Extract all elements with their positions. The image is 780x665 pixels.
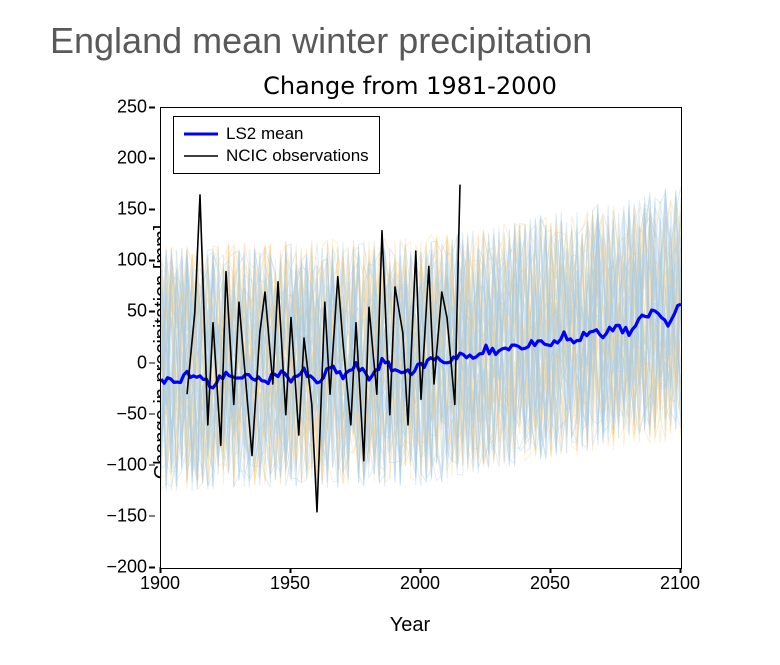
x-tick-label: 2000 <box>400 573 440 594</box>
x-tick-label: 2050 <box>530 573 570 594</box>
legend-label: NCIC observations <box>226 146 369 166</box>
page-title: England mean winter precipitation <box>50 20 760 62</box>
legend-entry: LS2 mean <box>184 123 369 145</box>
y-axis-ticks: −200−150−100−50050100150200250 <box>60 107 155 567</box>
y-tick-label: 100 <box>117 250 147 271</box>
y-tick-label: 150 <box>117 199 147 220</box>
y-tick-label: −100 <box>106 454 147 475</box>
y-tick-label: −50 <box>116 403 147 424</box>
legend-entry: NCIC observations <box>184 145 369 167</box>
x-tick-label: 1950 <box>270 573 310 594</box>
y-tick-label: −150 <box>106 505 147 526</box>
chart-title: Change from 1981-2000 <box>60 72 700 100</box>
y-tick-label: 200 <box>117 148 147 169</box>
precipitation-chart: Change from 1981-2000 Change in precipit… <box>60 72 700 632</box>
chart-legend: LS2 meanNCIC observations <box>173 116 380 174</box>
legend-label: LS2 mean <box>226 124 304 144</box>
x-axis-label: Year <box>60 614 700 637</box>
plot-area: LS2 meanNCIC observations <box>160 107 682 569</box>
x-tick-label: 1900 <box>140 573 180 594</box>
x-axis-ticks: 19001950200020502100 <box>160 567 680 597</box>
y-tick-label: 0 <box>137 352 147 373</box>
y-tick-label: 50 <box>127 301 147 322</box>
x-tick-label: 2100 <box>660 573 700 594</box>
y-tick-label: 250 <box>117 97 147 118</box>
